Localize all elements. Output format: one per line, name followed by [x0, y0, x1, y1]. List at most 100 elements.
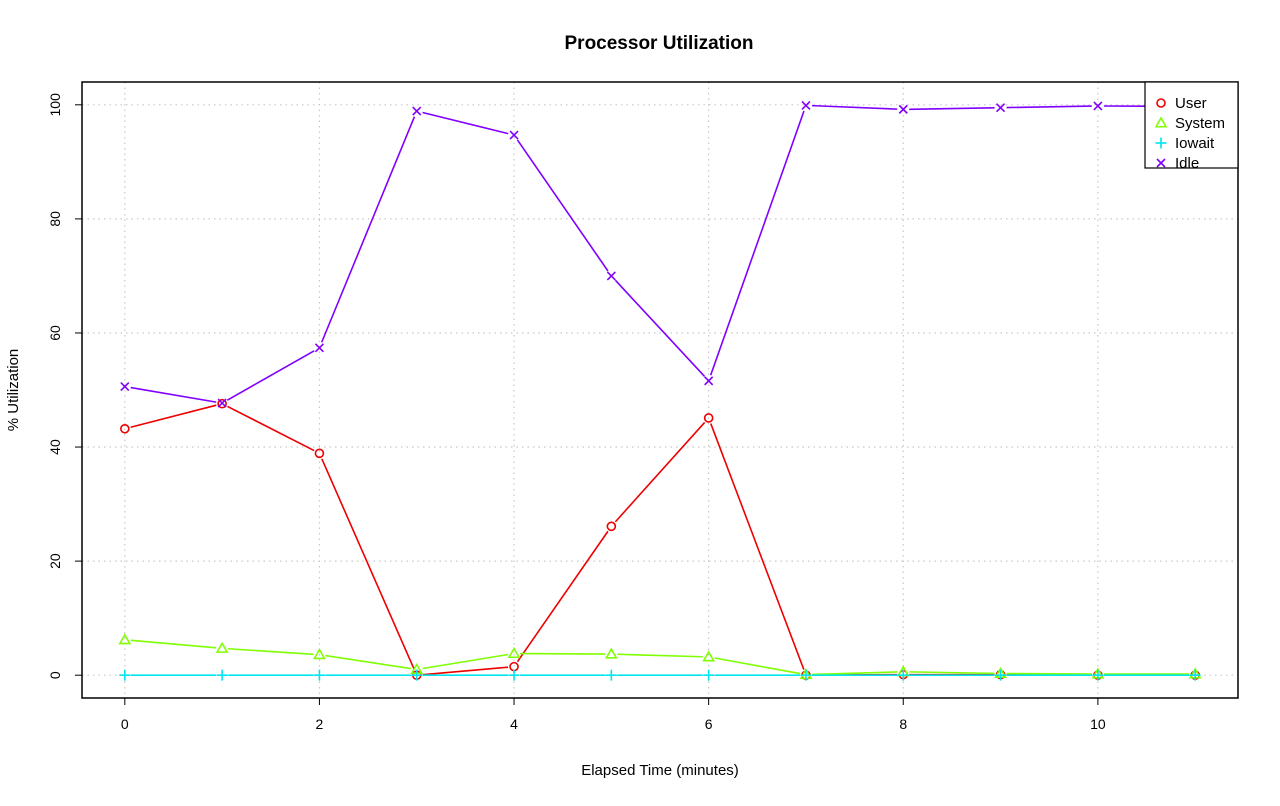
- legend-item-iowait: Iowait: [1155, 135, 1215, 152]
- series-idle-point: [898, 104, 908, 114]
- series-idle-point: [606, 271, 616, 281]
- series-idle-segment: [226, 350, 315, 401]
- series-idle-segment: [320, 116, 416, 343]
- series-idle-segment: [614, 279, 706, 378]
- legend-marker-system: [1154, 116, 1168, 128]
- series-system-segment: [909, 671, 995, 675]
- legend-box: [1144, 81, 1239, 169]
- series-user-point: [217, 398, 227, 409]
- series-idle-point: [996, 103, 1006, 113]
- series-user-segment: [227, 405, 315, 452]
- series-idle-point: [801, 100, 811, 110]
- series-idle-segment: [811, 104, 898, 110]
- series-iowait-point: [216, 669, 228, 681]
- series-system-point: [507, 646, 521, 659]
- series-iowait-point: [1092, 669, 1104, 681]
- y-tick-label: 80: [47, 211, 63, 227]
- series-system-point: [313, 648, 326, 660]
- series-user-segment: [614, 421, 706, 523]
- series-system-segment: [228, 647, 314, 656]
- x-tick-label: 6: [705, 716, 713, 732]
- series-system-point: [118, 633, 132, 645]
- series-idle-point: [314, 343, 324, 353]
- series-system-segment: [520, 652, 606, 655]
- series-system-segment: [422, 653, 509, 670]
- series-iowait-point: [800, 669, 812, 681]
- chart-title: Processor Utilization: [565, 33, 754, 54]
- series-system-segment: [714, 657, 801, 675]
- series-idle-point: [509, 130, 519, 140]
- grid: [82, 82, 1238, 698]
- series-user-point: [314, 448, 325, 459]
- y-tick-label: 0: [47, 671, 63, 679]
- series-iowait-point: [411, 669, 423, 681]
- series-idle-segment: [709, 110, 805, 376]
- legend-label-user: User: [1175, 95, 1207, 112]
- series-idle-point: [412, 106, 422, 116]
- legend-marker-idle: [1156, 158, 1166, 168]
- series-user-segment: [321, 458, 416, 671]
- series-iowait-point: [605, 669, 617, 681]
- series-idle-segment: [422, 111, 509, 135]
- y-tick-label: 20: [47, 553, 63, 569]
- y-axis: 0 20 40 60 80 100: [47, 93, 82, 679]
- series-iowait-point: [508, 669, 520, 681]
- series-system-point: [604, 647, 618, 659]
- y-tick-label: 60: [47, 325, 63, 341]
- series-idle-point: [1093, 101, 1103, 111]
- x-axis-label: Elapsed Time (minutes): [581, 762, 739, 779]
- series-system-segment: [811, 671, 898, 676]
- series-user-point: [120, 423, 130, 434]
- series-idle-segment: [516, 139, 609, 272]
- series-system-segment: [1006, 672, 1092, 675]
- series-idle-point: [704, 376, 714, 386]
- series-idle: [120, 100, 1200, 408]
- series-system-segment: [325, 654, 411, 670]
- legend-label-system: System: [1175, 115, 1225, 132]
- plot-frame: [81, 81, 1239, 699]
- series-user-segment: [516, 530, 609, 663]
- legend-marker-user: [1156, 98, 1166, 108]
- series-user-point: [606, 521, 617, 532]
- series-user-segment: [422, 666, 509, 676]
- series-iowait: [119, 669, 1201, 681]
- series-system-point: [215, 641, 229, 653]
- series-idle-point: [120, 382, 130, 392]
- legend-item-idle: Idle: [1156, 155, 1199, 172]
- series-idle-segment: [1006, 105, 1092, 109]
- series-user-segment: [710, 423, 805, 670]
- x-tick-label: 0: [121, 716, 129, 732]
- series-iowait-point: [119, 669, 131, 681]
- legend-item-user: User: [1156, 95, 1207, 112]
- x-tick-label: 4: [510, 716, 518, 732]
- series-user-point: [703, 413, 714, 423]
- series-idle-segment: [130, 386, 217, 403]
- series-idle-segment: [909, 106, 995, 111]
- x-axis: 0 2 4 6 8 10: [121, 698, 1106, 732]
- x-tick-label: 2: [316, 716, 324, 732]
- series-user: [120, 398, 1200, 680]
- series-iowait-point: [995, 669, 1007, 681]
- series-system: [118, 633, 1202, 680]
- y-tick-label: 40: [47, 439, 63, 455]
- x-tick-label: 10: [1090, 716, 1106, 732]
- series-idle-point: [217, 398, 227, 408]
- series-system-segment: [617, 653, 703, 658]
- series-user-segment: [130, 404, 217, 429]
- legend-label-idle: Idle: [1175, 155, 1199, 172]
- legend: User System Iowait Idle: [1144, 81, 1239, 172]
- legend-item-system: System: [1154, 115, 1225, 132]
- series-user-point: [509, 661, 519, 672]
- legend-marker-iowait: [1155, 137, 1167, 149]
- x-tick-label: 8: [899, 716, 907, 732]
- series-iowait-point: [313, 669, 325, 681]
- series-iowait-point: [1189, 669, 1201, 681]
- series-layer: [118, 100, 1202, 681]
- series-iowait-point: [703, 669, 715, 681]
- series-iowait-point: [897, 669, 909, 681]
- y-axis-label: % Utilization: [5, 349, 22, 432]
- y-tick-label: 100: [47, 93, 63, 117]
- legend-label-iowait: Iowait: [1175, 135, 1215, 152]
